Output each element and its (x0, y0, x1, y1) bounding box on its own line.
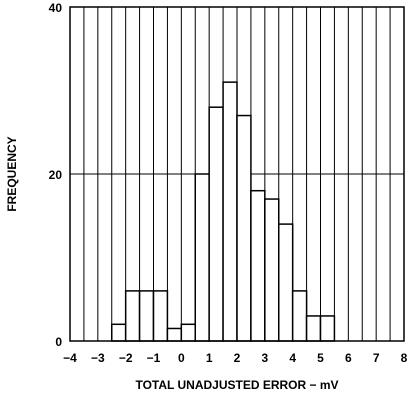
x-tick-label: 6 (345, 351, 352, 365)
x-tick-label: −1 (147, 351, 161, 365)
histogram-bar (194, 173, 210, 342)
x-tick-labels: −4 −3 −2 −1 0 1 2 3 4 5 6 7 8 (63, 351, 408, 365)
x-tick-label: −4 (63, 351, 77, 365)
y-axis-title: FREQUENCY (5, 136, 19, 211)
x-tick-label: 1 (206, 351, 213, 365)
histogram-bar (124, 290, 141, 342)
y-tick-label: 20 (49, 168, 63, 182)
y-tick-labels: 0 20 40 (49, 1, 63, 349)
x-tick-label: 3 (261, 351, 268, 365)
y-tick-label: 40 (49, 1, 63, 15)
x-tick-label: −3 (91, 351, 105, 365)
x-tick-label: 2 (234, 351, 241, 365)
histogram-bar (222, 81, 238, 342)
x-tick-label: 4 (289, 351, 296, 365)
x-tick-label: 5 (317, 351, 324, 365)
x-tick-label: 8 (401, 351, 408, 365)
histogram-bar (166, 327, 183, 342)
plot-frame (69, 6, 405, 342)
x-tick-label: 7 (373, 351, 380, 365)
histogram-bar (264, 198, 280, 342)
x-tick-label: 0 (178, 351, 185, 365)
y-tick-label: 0 (55, 335, 62, 349)
x-tick-label: −2 (119, 351, 133, 365)
histogram-bar (180, 323, 196, 342)
histogram-bar (305, 315, 322, 342)
histogram-bar (291, 290, 308, 342)
histogram-bar (278, 223, 294, 342)
histogram-bar (138, 290, 155, 342)
histogram-bar (152, 290, 169, 342)
histogram-bar (250, 189, 266, 342)
histogram-bar (319, 315, 336, 342)
histogram-bar (236, 114, 252, 342)
histogram-bar (111, 323, 127, 342)
bars-layer (111, 81, 336, 342)
histogram-bar (208, 106, 224, 342)
x-axis-title: TOTAL UNADJUSTED ERROR − mV (135, 378, 338, 392)
